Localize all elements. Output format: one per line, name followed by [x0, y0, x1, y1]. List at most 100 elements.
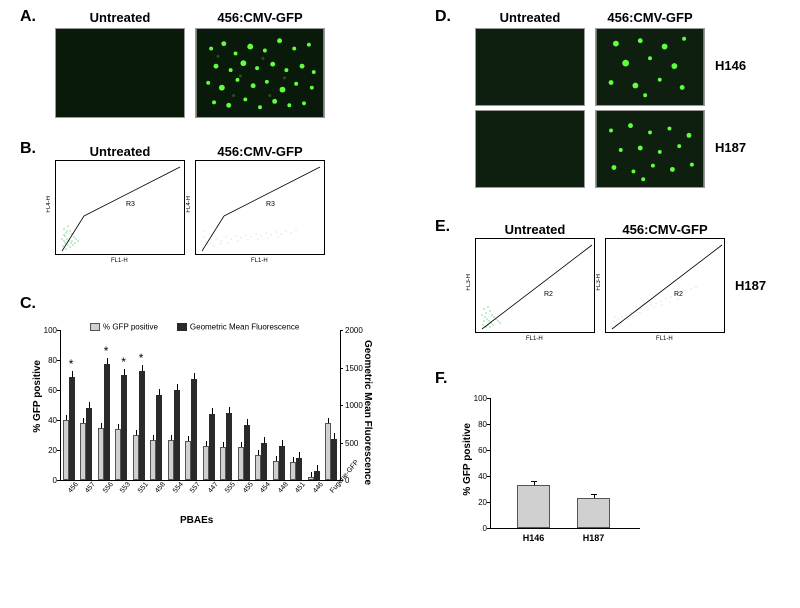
panel-e-label: E.	[435, 218, 450, 236]
panel-c-bar-gmf	[296, 458, 302, 481]
flow-xax-b2: FL1-H	[251, 258, 268, 264]
flow-region-b2: R3	[266, 201, 275, 208]
panel-c-x-label: PBAEs	[180, 515, 213, 526]
panel-c-xlabel: 551	[137, 481, 150, 494]
panel-d-col1: Untreated	[475, 10, 585, 25]
panel-c-yaxis-left	[60, 330, 61, 480]
panel-c-bar-gmf	[86, 408, 92, 480]
panel-a-treated-img	[195, 28, 325, 118]
panel-f-ytick: 60	[472, 446, 487, 455]
panel-c-bar-gmf	[191, 379, 197, 480]
panel-c-xlabel: 446	[312, 481, 325, 494]
legend-light-text: % GFP positive	[103, 322, 158, 331]
panel-a-untreated-img	[55, 28, 185, 118]
panel-d-row2: H187	[715, 140, 746, 155]
panel-c-ytick-left: 60	[42, 386, 57, 395]
panel-c-bar-gmf	[174, 390, 180, 480]
panel-c-xlabel: 457	[84, 481, 97, 494]
panel-c-label: C.	[20, 295, 36, 313]
panel-c-ytick-left: 100	[42, 326, 57, 335]
panel-c-bar-gmf	[104, 364, 110, 480]
panel-c-bar-gmf	[331, 439, 337, 480]
panel-a-label: A.	[20, 8, 36, 26]
panel-c-xlabel: 455	[242, 481, 255, 494]
panel-c-xaxis	[60, 480, 340, 481]
panel-d-h187-treated	[595, 110, 705, 188]
panel-a-col1: Untreated	[55, 10, 185, 25]
panel-c-bar-gmf	[279, 446, 285, 480]
panel-c-ytick-right: 1500	[345, 364, 363, 373]
panel-f-xaxis	[490, 528, 640, 529]
panel-c-chart: % GFP positive Geometric Mean Fluorescen…	[60, 330, 360, 520]
panel-c-xlabel: 554	[172, 481, 185, 494]
panel-c-bar-gmf	[261, 443, 267, 481]
flow-yax-b1: FL4-H	[46, 196, 52, 213]
panel-c-bar-gmf	[244, 425, 250, 480]
panel-c-xlabel: 456	[67, 481, 80, 494]
panel-d-col2: 456:CMV-GFP	[595, 10, 705, 25]
panel-c-legend: % GFP positive Geometric Mean Fluorescen…	[90, 318, 299, 336]
panel-c-xlabel: 447	[207, 481, 220, 494]
panel-c-star: *	[104, 344, 109, 358]
panel-d-label: D.	[435, 8, 451, 26]
panel-a-col2: 456:CMV-GFP	[195, 10, 325, 25]
panel-c-xlabel: 557	[189, 481, 202, 494]
panel-f-ytick: 20	[472, 498, 487, 507]
panel-c-xlabel: 451	[294, 481, 307, 494]
panel-c-bar-gmf	[226, 413, 232, 481]
panel-c-ytick-left: 80	[42, 356, 57, 365]
flow-xax-e1: FL1-H	[526, 336, 543, 342]
flow-yax-b2: FL4-H	[186, 196, 192, 213]
panel-d-h187-untreated	[475, 110, 585, 188]
panel-f-yaxis	[490, 398, 491, 528]
panel-b-label: B.	[20, 140, 36, 158]
legend-dark-text: Geometric Mean Fluorescence	[190, 322, 299, 331]
panel-c-ytick-left: 20	[42, 446, 57, 455]
panel-f-xlabel: H187	[582, 533, 606, 543]
panel-f-label: F.	[435, 370, 447, 388]
panel-d-h146-treated	[595, 28, 705, 106]
panel-c-xlabel: 553	[119, 481, 132, 494]
panel-c-xlabel: 458	[154, 481, 167, 494]
flow-yax-e2: FL3-H	[596, 274, 602, 291]
flow-yax-e1: FL3-H	[466, 274, 472, 291]
panel-b-col2: 456:CMV-GFP	[195, 144, 325, 159]
panel-c-bar-gmf	[69, 377, 75, 481]
panel-c-bar-gmf	[209, 414, 215, 480]
panel-c-ytick-left: 40	[42, 416, 57, 425]
panel-f-ytick: 40	[472, 472, 487, 481]
panel-c-bar-gmf	[121, 375, 127, 480]
panel-f-chart: % GFP positive 020406080100H146H187	[490, 398, 670, 558]
flow-xax-b1: FL1-H	[111, 258, 128, 264]
panel-c-bar-gmf	[156, 395, 162, 481]
panel-e-col1: Untreated	[475, 222, 595, 237]
panel-e-flow-untreated: R2 FL3-H FL1-H	[475, 238, 595, 333]
panel-c-bar-gmf	[314, 471, 320, 480]
legend-light-box	[90, 323, 100, 331]
panel-c-star: *	[69, 357, 74, 371]
legend-dark-box	[177, 323, 187, 331]
flow-region-e2: R2	[674, 291, 683, 298]
panel-f-y-label: % GFP positive	[462, 423, 473, 496]
panel-d-h146-untreated	[475, 28, 585, 106]
panel-f-ytick: 0	[472, 524, 487, 533]
panel-d-row1: H146	[715, 58, 746, 73]
panel-f-xlabel: H146	[522, 533, 546, 543]
flow-region-e1: R2	[544, 291, 553, 298]
panel-b-flow-treated: R3 FL4-H FL1-H	[195, 160, 325, 255]
panel-c-star: *	[139, 351, 144, 365]
panel-b-col1: Untreated	[55, 144, 185, 159]
flow-xax-e2: FL1-H	[656, 336, 673, 342]
panel-c-ytick-right: 500	[345, 439, 358, 448]
panel-c-xlabel: 448	[277, 481, 290, 494]
panel-f-ytick: 100	[472, 394, 487, 403]
panel-e-col2: 456:CMV-GFP	[605, 222, 725, 237]
panel-e-flow-treated: R2 FL3-H FL1-H	[605, 238, 725, 333]
panel-c-star: *	[121, 355, 126, 369]
panel-c-xlabel: 556	[102, 481, 115, 494]
panel-c-xlabel: 555	[224, 481, 237, 494]
panel-f-bar	[577, 498, 610, 528]
panel-c-bar-gmf	[139, 371, 145, 480]
panel-b-flow-untreated: R3 FL4-H FL1-H	[55, 160, 185, 255]
flow-region-b1: R3	[126, 201, 135, 208]
